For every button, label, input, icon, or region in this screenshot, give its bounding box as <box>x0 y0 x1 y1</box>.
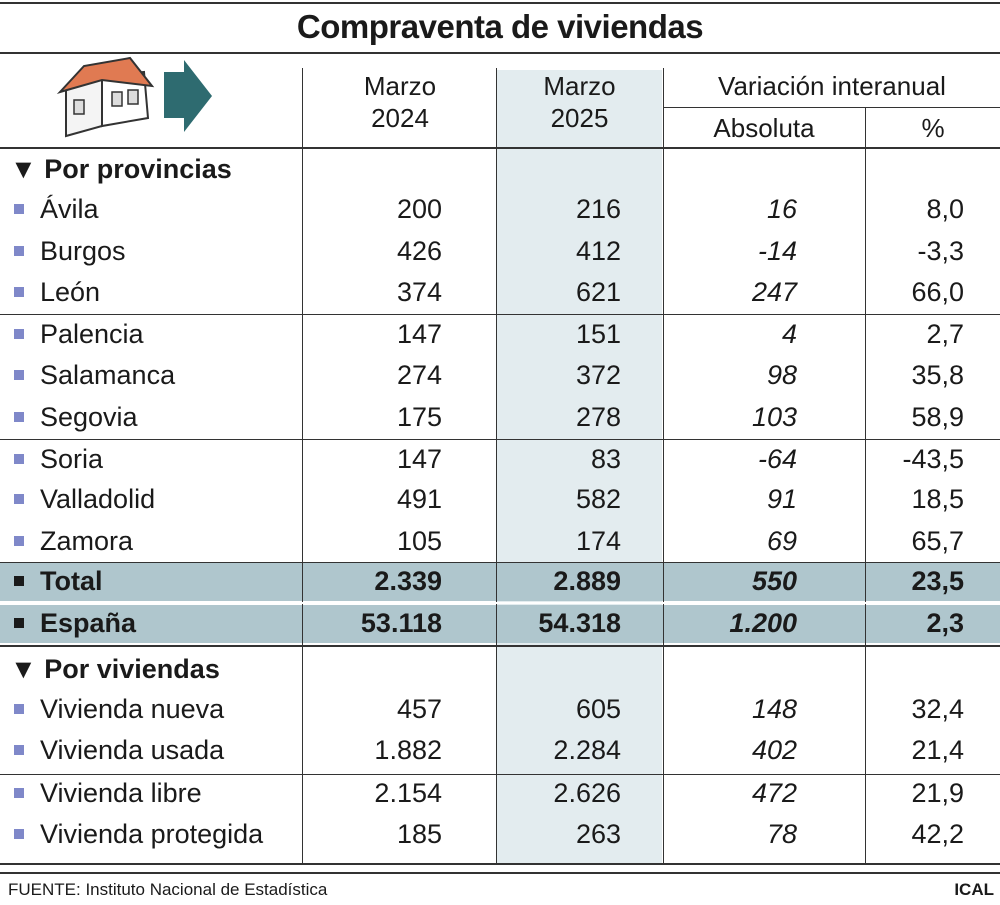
row-group-rule-2 <box>0 439 1000 440</box>
table-row: Segovia 175 278 103 58,9 <box>0 398 1000 438</box>
table-row: Valladolid 491 582 91 18,5 <box>0 480 1000 520</box>
table-bottom-rule <box>0 863 1000 865</box>
section-por-viviendas: ▼ Por viviendas <box>10 654 220 684</box>
total-top-rule <box>0 562 1000 563</box>
band-separator <box>0 602 1000 604</box>
header-variacion: Variación interanual <box>718 71 946 101</box>
col-divider-2 <box>496 68 497 863</box>
header-marzo-2024: Marzo 2024 <box>363 71 437 133</box>
table-row: Soria 147 83 -64 -43,5 <box>0 440 1000 480</box>
footer-rule <box>0 872 1000 874</box>
total-row: Total 2.339 2.889 550 23,5 <box>0 562 1000 602</box>
table-row: Vivienda usada 1.882 2.284 402 21,4 <box>0 731 1000 771</box>
group-header-rule <box>664 107 1000 108</box>
table-row: Vivienda nueva 457 605 148 32,4 <box>0 690 1000 730</box>
table-row: Salamanca 274 372 98 35,8 <box>0 356 1000 396</box>
table-row: Ávila 200 216 16 8,0 <box>0 190 1000 230</box>
arrow-right-icon <box>164 60 212 132</box>
triangle-down-icon: ▼ <box>10 154 37 184</box>
header-absoluta: Absoluta <box>713 113 815 143</box>
header-rule <box>0 147 1000 149</box>
total-band <box>0 563 1000 601</box>
table-row: Zamora 105 174 69 65,7 <box>0 522 1000 562</box>
row-group-rule-1 <box>0 314 1000 315</box>
title-rule <box>0 52 1000 54</box>
col-divider-1 <box>302 68 303 863</box>
top-rule <box>0 2 1000 4</box>
table-row: Vivienda libre 2.154 2.626 472 21,9 <box>0 774 1000 814</box>
table-row: Palencia 147 151 4 2,7 <box>0 315 1000 355</box>
row-group-rule-3 <box>0 774 1000 775</box>
col-divider-4 <box>865 108 866 863</box>
col-divider-3 <box>663 68 664 863</box>
house-icon <box>56 56 212 138</box>
highlight-column-2025 <box>497 70 662 863</box>
table-row: Burgos 426 412 -14 -3,3 <box>0 232 1000 272</box>
table-row: León 374 621 247 66,0 <box>0 273 1000 313</box>
header-percent: % <box>921 113 945 143</box>
page-title: Compraventa de viviendas <box>296 8 704 45</box>
credit: ICAL <box>954 880 994 899</box>
triangle-down-icon: ▼ <box>10 654 37 684</box>
espana-bottom-rule <box>0 645 1000 647</box>
table-row: Vivienda protegida 185 263 78 42,2 <box>0 815 1000 855</box>
source-note: FUENTE: Instituto Nacional de Estadístic… <box>8 880 328 899</box>
espana-band <box>0 605 1000 643</box>
header-marzo-2025: Marzo 2025 <box>543 71 616 133</box>
section-por-provincias: ▼ Por provincias <box>10 154 232 184</box>
espana-row: España 53.118 54.318 1.200 2,3 <box>0 604 1000 644</box>
